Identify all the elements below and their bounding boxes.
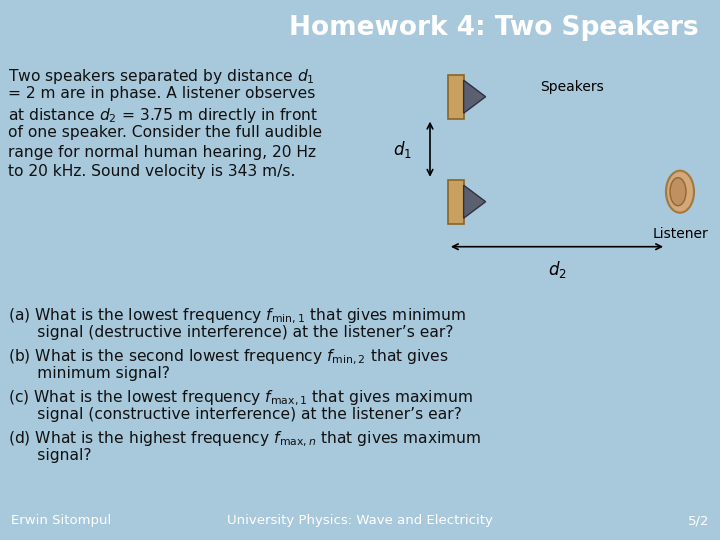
Polygon shape: [464, 185, 485, 218]
Text: to 20 kHz. Sound velocity is 343 m/s.: to 20 kHz. Sound velocity is 343 m/s.: [8, 164, 295, 179]
Text: $d_1$: $d_1$: [393, 139, 412, 160]
Text: signal (constructive interference) at the listener’s ear?: signal (constructive interference) at th…: [8, 407, 462, 422]
Text: signal?: signal?: [8, 448, 91, 463]
Text: Homework 4: Two Speakers: Homework 4: Two Speakers: [289, 15, 698, 42]
Text: Two speakers separated by distance $d_1$: Two speakers separated by distance $d_1$: [8, 67, 315, 86]
Text: (c) What is the lowest frequency $f_{\mathrm{max,1}}$ that gives maximum: (c) What is the lowest frequency $f_{\ma…: [8, 389, 473, 408]
Text: (a) What is the lowest frequency $f_{\mathrm{min,1}}$ that gives minimum: (a) What is the lowest frequency $f_{\ma…: [8, 307, 466, 326]
Text: University Physics: Wave and Electricity: University Physics: Wave and Electricity: [227, 514, 493, 527]
Text: (b) What is the second lowest frequency $f_{\mathrm{min,2}}$ that gives: (b) What is the second lowest frequency …: [8, 348, 449, 367]
Text: Speakers: Speakers: [540, 80, 604, 94]
Polygon shape: [448, 75, 464, 119]
Ellipse shape: [670, 178, 686, 206]
Ellipse shape: [666, 171, 694, 213]
Text: Erwin Sitompul: Erwin Sitompul: [11, 514, 111, 527]
Text: $d_2$: $d_2$: [548, 259, 567, 280]
Polygon shape: [464, 80, 485, 113]
Text: at distance $d_2$ = 3.75 m directly in front: at distance $d_2$ = 3.75 m directly in f…: [8, 106, 318, 125]
Text: (d) What is the highest frequency $f_{\mathrm{max,}n}$ that gives maximum: (d) What is the highest frequency $f_{\m…: [8, 430, 482, 449]
Text: range for normal human hearing, 20 Hz: range for normal human hearing, 20 Hz: [8, 145, 316, 160]
Text: = 2 m are in phase. A listener observes: = 2 m are in phase. A listener observes: [8, 86, 315, 101]
Text: minimum signal?: minimum signal?: [8, 366, 170, 381]
Text: signal (destructive interference) at the listener’s ear?: signal (destructive interference) at the…: [8, 325, 454, 340]
Text: Listener: Listener: [652, 227, 708, 241]
Text: 5/2: 5/2: [688, 514, 709, 527]
Text: of one speaker. Consider the full audible: of one speaker. Consider the full audibl…: [8, 125, 322, 140]
Polygon shape: [448, 180, 464, 224]
